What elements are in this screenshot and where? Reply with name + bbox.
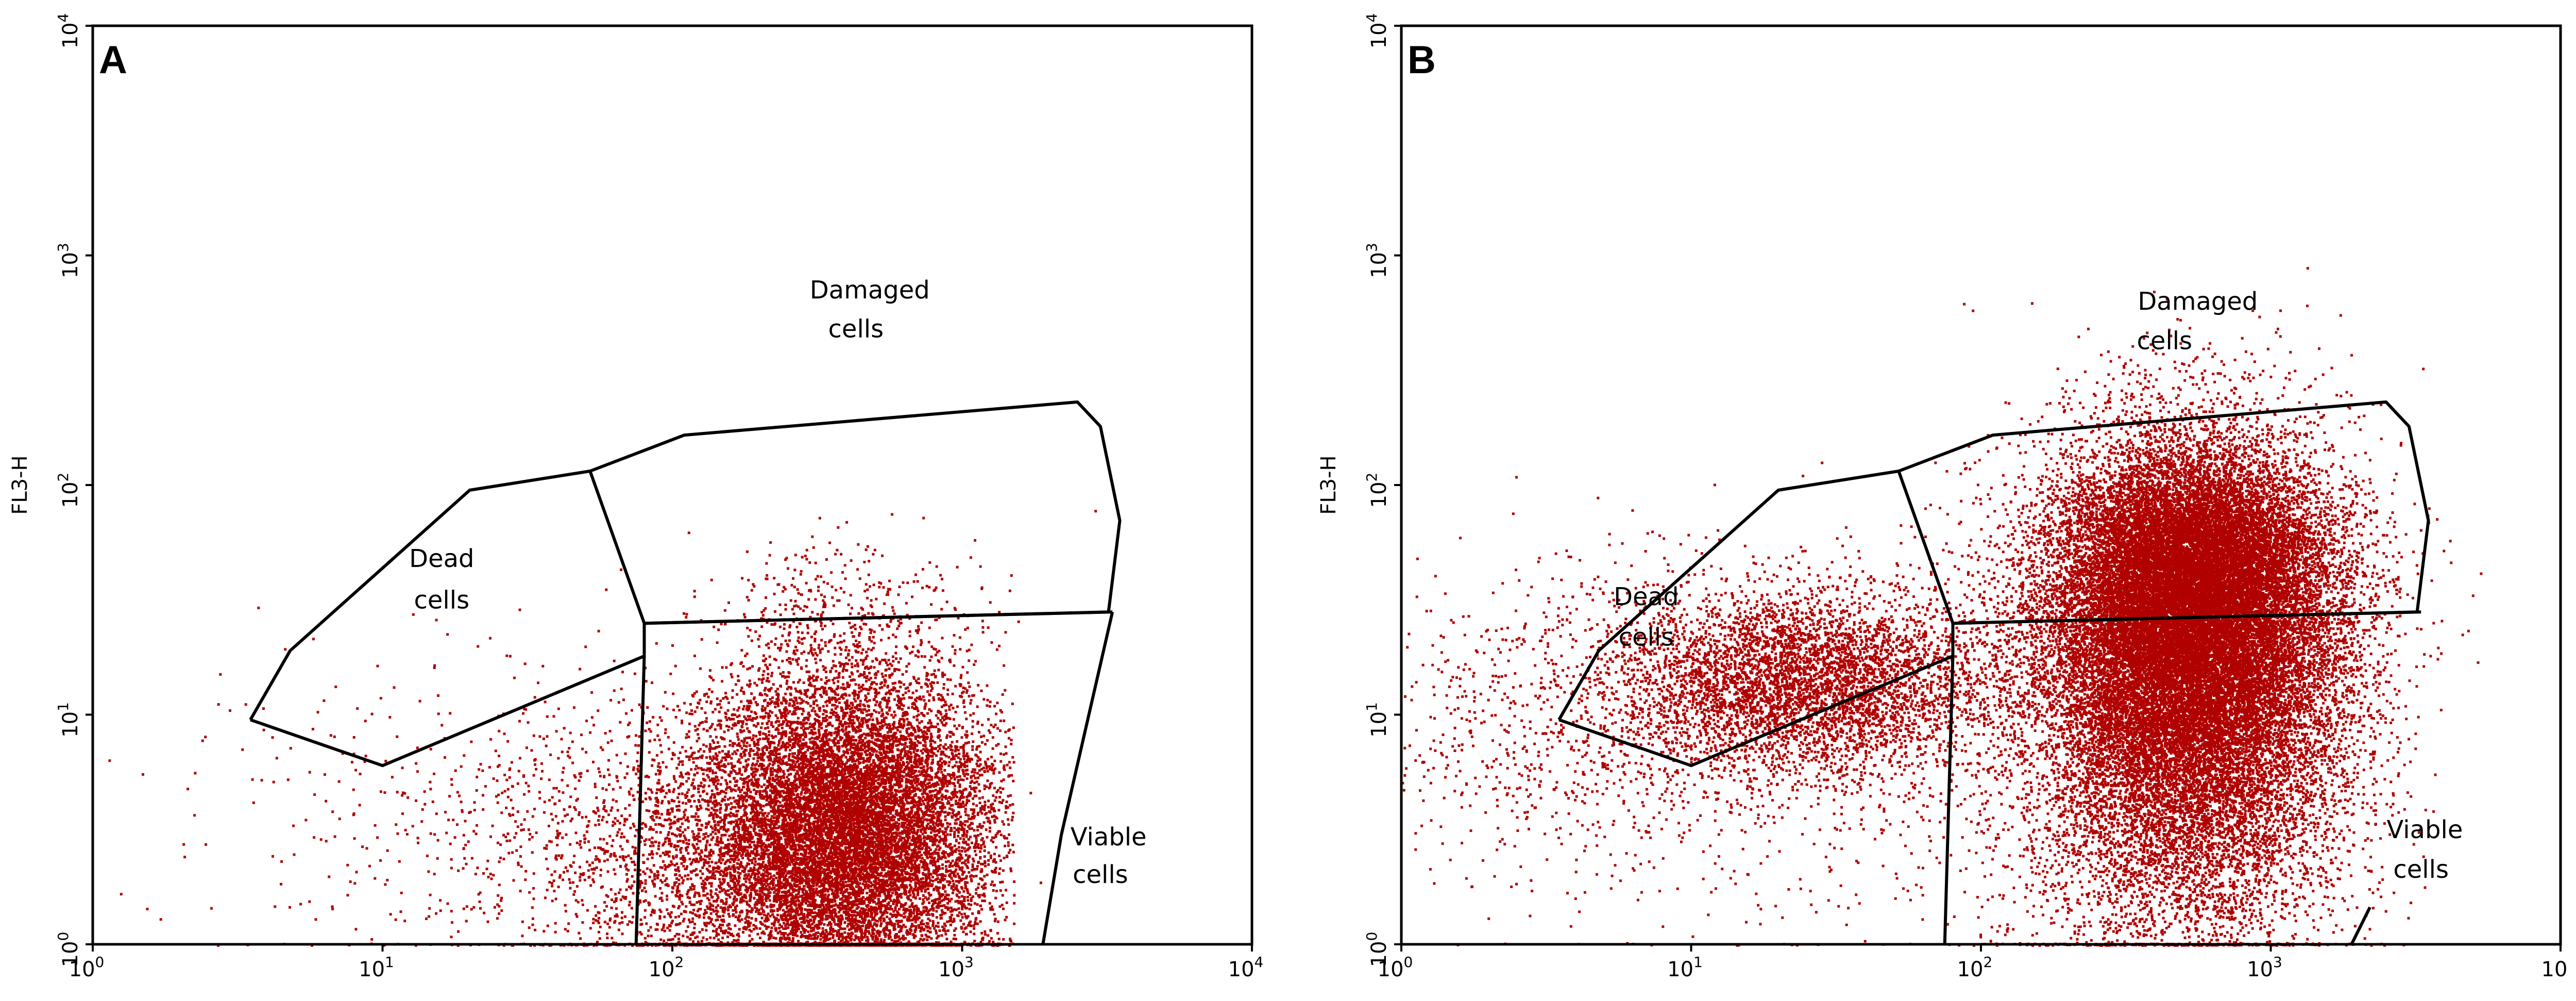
panel-letter: B — [1408, 38, 1436, 82]
y-tick-label: 103 — [1363, 243, 1391, 278]
y-tick-label: 104 — [55, 13, 82, 49]
y-tick-label: 101 — [1363, 702, 1391, 738]
y-axis-title: FL3-H — [1317, 455, 1341, 514]
region-label-dam-l1: Damaged — [810, 276, 930, 305]
y-tick-label: 100 — [1363, 932, 1391, 967]
y-tick-label: 104 — [1363, 13, 1391, 49]
x-tick-label: 101 — [1667, 954, 1703, 981]
region-label-via-l2: cells — [1073, 860, 1128, 889]
region-label-dead-l2: cells — [1619, 623, 1674, 652]
y-tick-label: 101 — [55, 702, 82, 738]
region-label-dead-l1: Dead — [409, 544, 474, 573]
gate-damaged-viable-divider — [644, 610, 1113, 625]
gate-viable-right — [1041, 611, 1114, 945]
x-tick-label: 100 — [69, 954, 105, 981]
region-label-via-l2: cells — [2393, 855, 2449, 884]
x-tick-label: 102 — [1957, 954, 1993, 981]
gate-dead — [1557, 470, 1955, 768]
plot-frame — [91, 24, 1253, 946]
scatter-panel-b: 100 101 102 103 10 100 101 102 103 104 FL3-H Dead ce… — [1317, 13, 2568, 981]
gate-viable-right — [2350, 906, 2371, 945]
x-tick-label: 103 — [938, 954, 974, 981]
region-label-via-l1: Viable — [2387, 815, 2463, 844]
y-axis-title: FL3-H — [8, 455, 32, 514]
region-label-dead-l1: Dead — [1614, 582, 1679, 611]
x-tick-label: 104 — [1228, 954, 1264, 981]
region-label-dam-l1: Damaged — [2138, 287, 2258, 316]
x-tick-label: 103 — [2247, 954, 2282, 981]
gate-viable-left — [1943, 656, 1955, 945]
x-tick-label: 100 — [1378, 954, 1413, 981]
plot-frame — [1400, 24, 2562, 946]
gate-viable-left — [634, 656, 646, 945]
y-tick-label: 102 — [55, 473, 82, 508]
gate-damaged-viable-divider — [1953, 610, 2421, 625]
x-tick-label: 102 — [649, 954, 684, 981]
x-tick-label: 10 — [2541, 958, 2568, 981]
region-label-via-l1: Viable — [1071, 823, 1147, 852]
region-label-dam-l2: cells — [828, 314, 884, 343]
y-tick-label: 102 — [1363, 473, 1391, 508]
scatter-panel-a: 100 101 102 103 104 100 101 102 103 104 FL3-H Dead c… — [8, 13, 1264, 981]
region-label-dead-l2: cells — [414, 586, 470, 615]
gate-damaged-upper — [589, 400, 1122, 625]
scatter-points — [1401, 267, 2483, 947]
x-tick-label: 101 — [359, 954, 394, 981]
y-tick-label: 100 — [55, 932, 82, 967]
scatter-points — [108, 510, 1097, 947]
y-tick-label: 103 — [55, 243, 82, 278]
panel-letter: A — [99, 38, 127, 82]
gate-dead — [249, 470, 646, 768]
region-label-dam-l2: cells — [2137, 327, 2193, 356]
